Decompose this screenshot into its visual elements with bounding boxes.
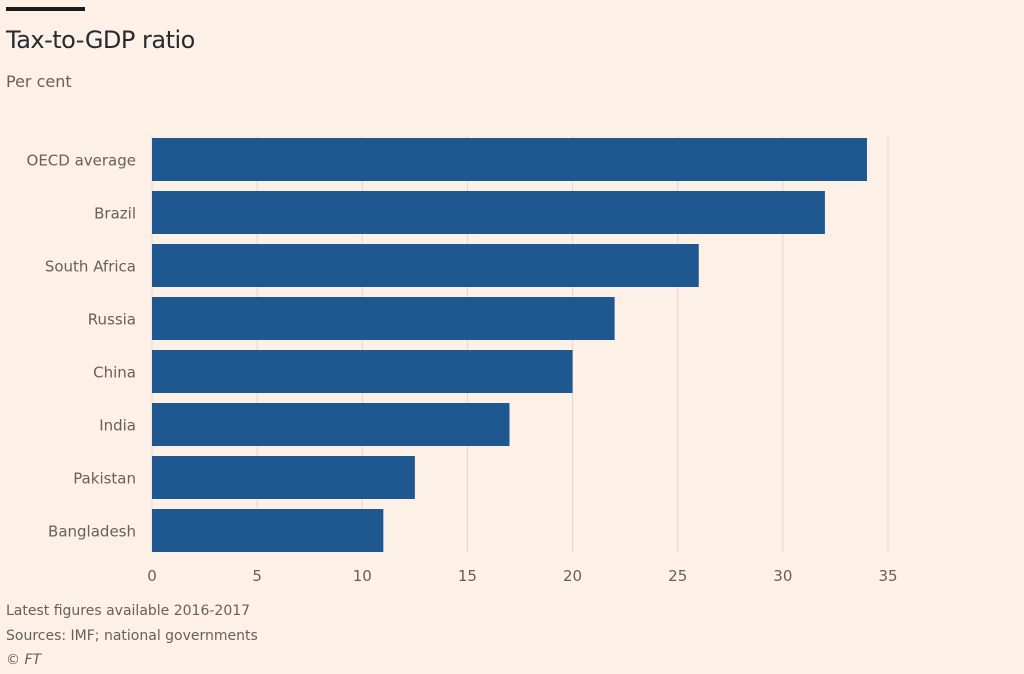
category-label: China — [93, 364, 136, 382]
x-tick-label: 5 — [252, 567, 262, 585]
bar — [152, 191, 825, 234]
chart-subtitle: Per cent — [6, 72, 72, 91]
bars — [152, 138, 867, 552]
x-tick-label: 15 — [458, 567, 477, 585]
title-accent-bar — [6, 7, 85, 11]
category-label: Pakistan — [73, 470, 136, 488]
x-tick-label: 0 — [147, 567, 157, 585]
x-tick-label: 30 — [773, 567, 792, 585]
category-label: Brazil — [94, 205, 136, 223]
x-tick-label: 25 — [668, 567, 687, 585]
x-tick-label: 35 — [878, 567, 897, 585]
copyright: © FT — [6, 652, 42, 668]
bar — [152, 244, 699, 287]
x-tick-label: 20 — [563, 567, 582, 585]
category-label: Russia — [88, 311, 136, 329]
x-tick-label: 10 — [353, 567, 372, 585]
category-label: OECD average — [27, 152, 136, 170]
x-tick-labels: 0 5 10 15 20 25 30 35 — [147, 567, 897, 585]
sources-note: Sources: IMF; national governments — [6, 628, 258, 644]
chart-title: Tax-to-GDP ratio — [6, 26, 195, 54]
category-label: South Africa — [45, 258, 136, 276]
footnote: Latest figures available 2016-2017 — [6, 603, 251, 619]
bar — [152, 297, 615, 340]
category-labels: OECD average Brazil South Africa Russia Chin… — [27, 152, 136, 541]
category-label: India — [99, 417, 136, 435]
category-label: Bangladesh — [48, 523, 136, 541]
bar — [152, 509, 384, 552]
bar — [152, 456, 415, 499]
bar — [152, 138, 867, 181]
bar — [152, 403, 510, 446]
bar — [152, 350, 573, 393]
